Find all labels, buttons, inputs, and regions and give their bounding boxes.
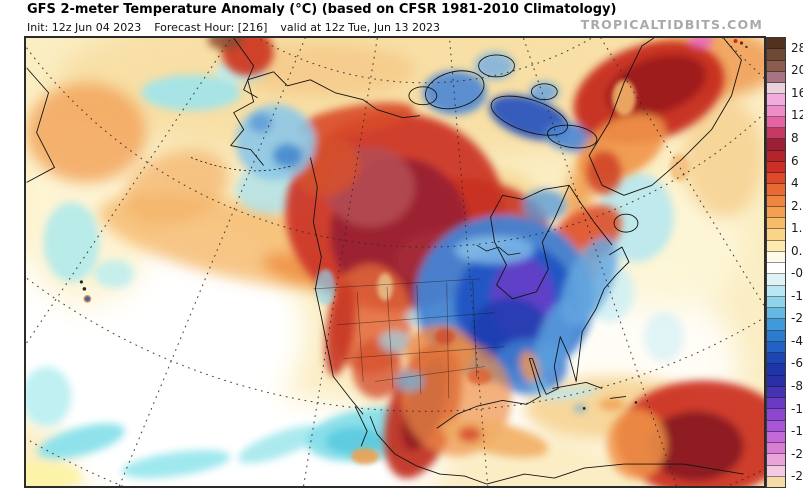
anomaly-map-canvas (26, 38, 764, 486)
colorbar-segment (767, 443, 785, 455)
colorbar-segment (767, 38, 785, 50)
colorbar-segment (767, 150, 785, 162)
colorbar-segment (767, 308, 785, 320)
init-time: Init: 12z Jun 04 2023 (27, 21, 142, 34)
colorbar-tick-label: 2.5 (791, 198, 803, 213)
colorbar-segment (767, 218, 785, 230)
colorbar-segment (767, 161, 785, 173)
colorbar-segment (767, 375, 785, 387)
colorbar-tick-label: -8 (791, 379, 803, 394)
colorbar-segment (767, 184, 785, 196)
colorbar-tick-label: -28 (791, 469, 803, 484)
colorbar-segment (767, 94, 785, 106)
colorbar-tick-label: -2.5 (791, 311, 803, 326)
anomaly-map (24, 36, 766, 488)
colorbar-tick-label: 8 (791, 130, 799, 145)
colorbar-segment (767, 83, 785, 95)
island-markers (79, 38, 748, 410)
colorbar-tick-label: -0.5 (791, 266, 803, 281)
colorbar-tick-label: 4 (791, 176, 799, 191)
colorbar-segment (767, 240, 785, 252)
colorbar-ticks: 28 20 16 12 8 6 4 2.5 1.5 0.5 -0.5 -1.5 -2.5 -4 -6 -8 -1… (791, 37, 803, 488)
colorbar-segment (767, 409, 785, 421)
colorbar-tick-label: 12 (791, 108, 803, 123)
colorbar-tick-label: 0.5 (791, 243, 803, 258)
colorbar-segment (767, 229, 785, 241)
colorbar-segment (767, 341, 785, 353)
colorbar-segment (767, 454, 785, 466)
colorbar-segment (767, 364, 785, 376)
colorbar-segment (767, 319, 785, 331)
colorbar (766, 37, 786, 488)
colorbar-tick-label: 6 (791, 153, 799, 168)
colorbar-segment (767, 431, 785, 443)
colorbar-tick-label: -1.5 (791, 288, 803, 303)
colorbar-segment (767, 465, 785, 477)
valid-time: valid at 12z Tue, Jun 13 2023 (280, 21, 440, 34)
colorbar-segment (767, 330, 785, 342)
colorbar-tick-label: 16 (791, 85, 803, 100)
colorbar-segment (767, 285, 785, 297)
state-borders (313, 278, 505, 399)
colorbar-tick-label: 1.5 (791, 221, 803, 236)
colorbar-segment (767, 60, 785, 72)
colorbar-tick-label: -4 (791, 333, 803, 348)
colorbar-segment (767, 49, 785, 61)
colorbar-segment (767, 296, 785, 308)
colorbar-segment (767, 128, 785, 140)
colorbar-segment (767, 386, 785, 398)
colorbar-tick-label: 20 (791, 63, 803, 78)
colorbar-tick-label: -12 (791, 401, 803, 416)
detail-blobs (315, 79, 690, 465)
colorbar-tick-label: -6 (791, 356, 803, 371)
colorbar-tick-label: 28 (791, 40, 803, 55)
site-watermark: TROPICALTIDBITS.COM (580, 17, 763, 32)
colorbar-segment (767, 206, 785, 218)
colorbar-segment (767, 195, 785, 207)
colorbar-segment (767, 398, 785, 410)
colorbar-segment (767, 71, 785, 83)
forecast-hour: Forecast Hour: [216] (154, 21, 268, 34)
colorbar-segment (767, 476, 785, 487)
colorbar-tick-label: -20 (791, 446, 803, 461)
colorbar-segment (767, 116, 785, 128)
colorbar-segment (767, 274, 785, 286)
colorbar-segment (767, 251, 785, 263)
run-info: Init: 12z Jun 04 2023 Forecast Hour: [216… (27, 21, 453, 34)
colorbar-segment (767, 139, 785, 151)
coastlines (26, 38, 744, 485)
colorbar-segment (767, 173, 785, 185)
colorbar-segment (767, 353, 785, 365)
colorbar-segment (767, 105, 785, 117)
colorbar-segment (767, 263, 785, 275)
page-title: GFS 2-meter Temperature Anomaly (°C) (ba… (27, 2, 617, 17)
land-anomaly-blobs (207, 38, 764, 486)
colorbar-tick-label: -16 (791, 424, 803, 439)
graticule-dotted-lines (26, 38, 764, 486)
colorbar-segment (767, 420, 785, 432)
